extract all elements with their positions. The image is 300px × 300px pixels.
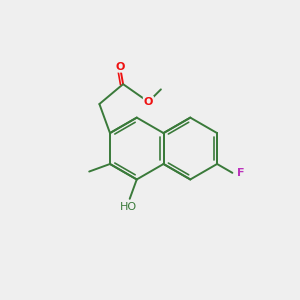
Text: F: F (237, 168, 244, 178)
Text: O: O (144, 97, 153, 107)
Text: HO: HO (120, 202, 137, 212)
Text: O: O (115, 62, 125, 72)
